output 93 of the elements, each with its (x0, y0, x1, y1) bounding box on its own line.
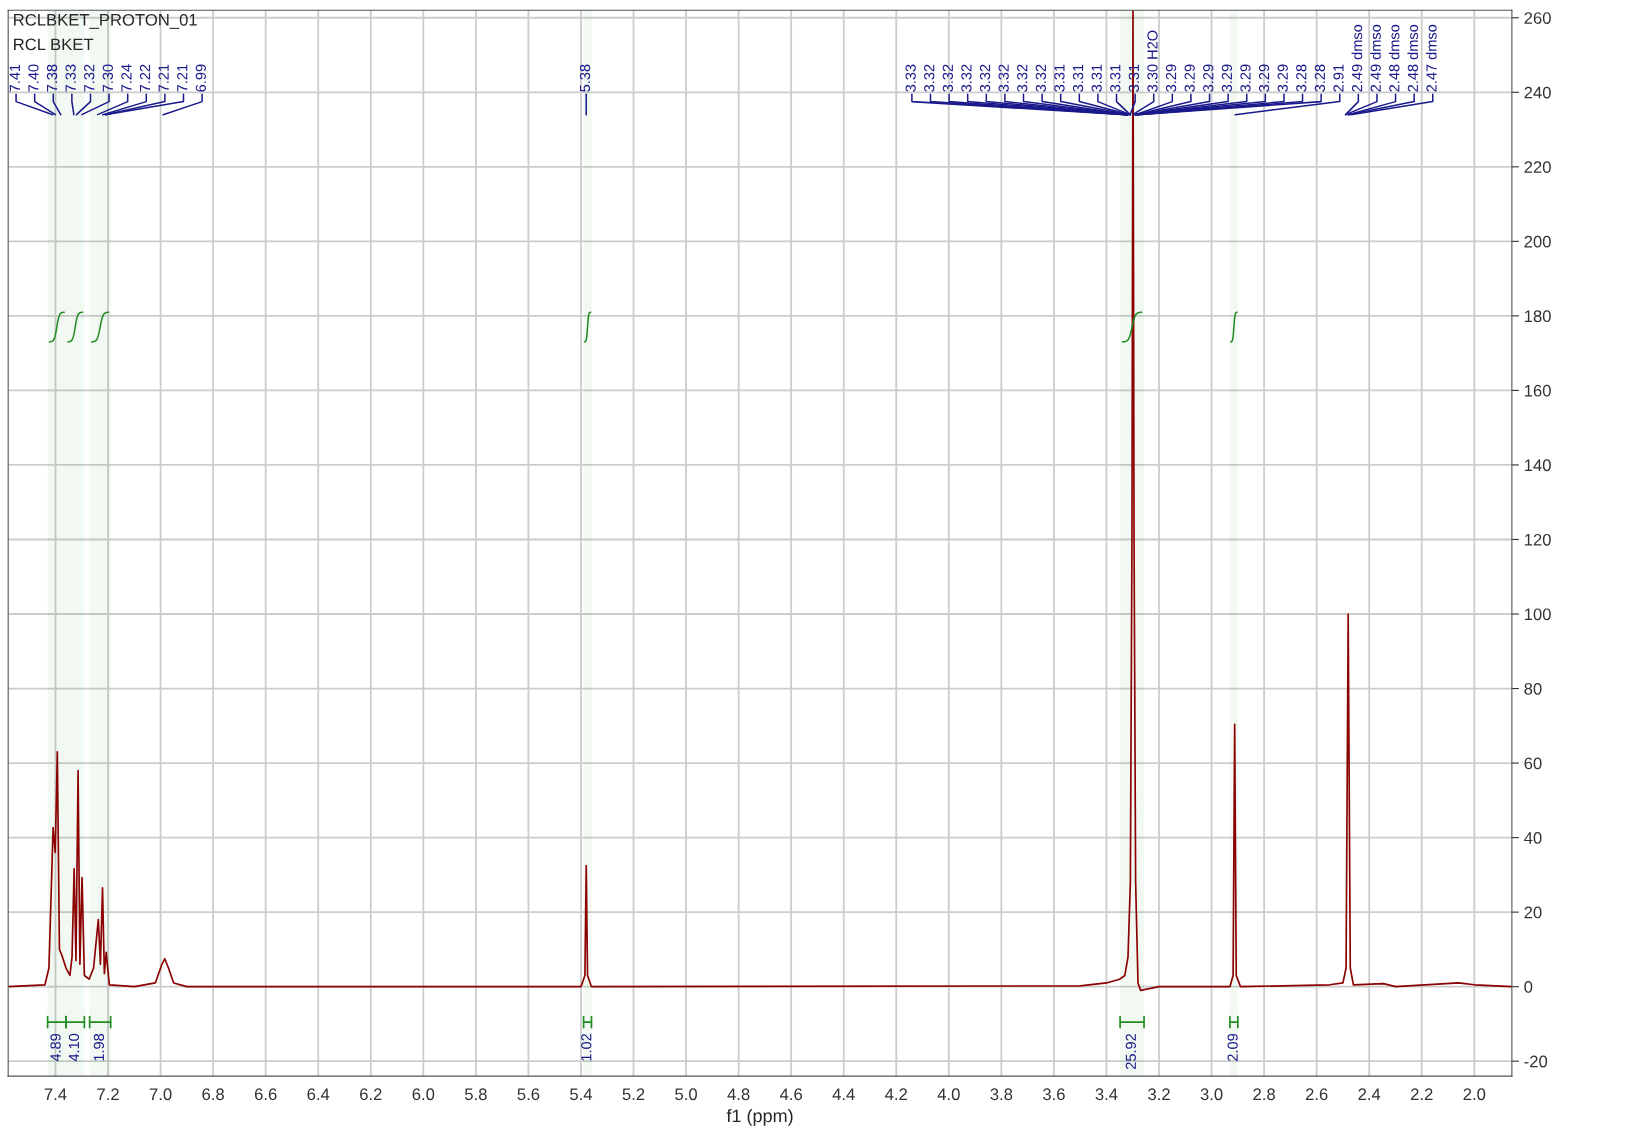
y-tick-label: 60 (1524, 757, 1542, 770)
x-tick-label: 3.8 (990, 1088, 1013, 1101)
x-tick-label: 2.2 (1411, 1088, 1433, 1100)
annotation: 3.29 (1240, 64, 1251, 92)
chart-title: RCLBKET_PROTON_01 (14, 13, 197, 29)
annotation: 3.32 (979, 64, 991, 92)
x-tick-label: 5.4 (570, 1088, 593, 1101)
annotation: 3.33 (905, 64, 916, 92)
annotation: 3.28 (1296, 64, 1307, 92)
x-tick-label: 7.4 (44, 1088, 67, 1100)
x-tick-label: 4.6 (779, 1088, 803, 1101)
annotation: 3.29 (1277, 64, 1288, 92)
annotation: 3.29 (1221, 64, 1233, 92)
x-tick-label: 5.6 (517, 1088, 540, 1101)
y-tick-label: 120 (1524, 533, 1551, 546)
annotation: 7.21 (158, 64, 169, 92)
annotation: 7.30 (102, 64, 113, 92)
x-tick-label: 5.8 (464, 1088, 487, 1101)
annotation: 3.32 (998, 64, 1009, 92)
y-tick-label: 140 (1524, 459, 1551, 472)
annotation: 7.22 (139, 64, 151, 92)
annotation: 7.38 (46, 64, 58, 92)
annotation: 7.40 (28, 64, 39, 92)
annotation: 2.48 dmso (1407, 24, 1419, 92)
band-label: 25.92 (1125, 1033, 1136, 1069)
band-label: 1.02 (581, 1033, 592, 1061)
annotation: 3.32 (1035, 64, 1047, 92)
x-tick-label: 2.4 (1358, 1088, 1381, 1100)
y-tick-label: 20 (1524, 906, 1542, 919)
y-tick-label: 260 (1524, 12, 1551, 24)
x-tick-label: 4.0 (937, 1088, 960, 1101)
x-tick-label: 4.8 (727, 1088, 750, 1101)
x-tick-label: 2.6 (1305, 1088, 1328, 1101)
text: RCL BKET (14, 38, 94, 51)
x-tick-label: 4.2 (885, 1088, 908, 1100)
y-tick-label: 40 (1524, 832, 1542, 844)
y-tick-label: -20 (1524, 1055, 1548, 1068)
x-tick-label: 7.2 (97, 1088, 119, 1100)
annotation: 2.49 dmso (1370, 24, 1381, 92)
annotation: 7.24 (121, 64, 132, 92)
x-tick-label: 2.8 (1253, 1088, 1275, 1101)
annotation: 3.29 (1258, 64, 1270, 92)
y-tick-label: 240 (1524, 86, 1551, 99)
band-label: 2.09 (1227, 1033, 1238, 1061)
annotation: 3.32 (924, 64, 935, 92)
annotation: 3.29 (1184, 64, 1195, 92)
y-tick-label: 80 (1524, 682, 1542, 695)
annotation: 3.31 (1072, 64, 1084, 92)
annotation: 6.99 (195, 64, 207, 92)
x-tick-label: 3.2 (1148, 1088, 1170, 1101)
y-tick-label: 200 (1524, 235, 1551, 248)
annotation: 3.29 (1165, 64, 1177, 92)
annotation: 3.31 (1054, 64, 1065, 92)
annotation: 3.31 (1110, 64, 1121, 92)
annotation: 3.32 (942, 64, 954, 92)
x-axis-title: f1 (ppm) (726, 1108, 793, 1126)
annotation: 3.32 (1017, 64, 1028, 92)
band-label: 1.98 (93, 1033, 105, 1061)
y-tick-label: 160 (1524, 384, 1551, 397)
x-tick-label: 3.4 (1095, 1088, 1118, 1101)
x-tick-label: 6.0 (412, 1088, 435, 1101)
x-tick-label: 6.6 (254, 1088, 277, 1101)
annotation: 3.30 H2O (1147, 30, 1158, 92)
band-label: 4.89 (50, 1033, 61, 1062)
annotation: 5.38 (579, 64, 591, 92)
x-tick-label: 7.0 (149, 1088, 172, 1101)
annotation: 7.33 (65, 64, 76, 92)
annotation: 7.41 (9, 64, 20, 92)
x-tick-label: 5.2 (622, 1088, 645, 1101)
x-tick-label: 6.8 (202, 1088, 224, 1101)
annotation: 2.49 dmso (1351, 24, 1363, 92)
annotation: 3.32 (961, 64, 972, 92)
annotation: 7.21 (177, 64, 188, 92)
annotation: 2.48 dmso (1388, 24, 1400, 92)
x-tick-label: 2.0 (1463, 1088, 1486, 1101)
annotation: 3.31 (1128, 64, 1140, 92)
x-tick-label: 3.6 (1042, 1088, 1065, 1101)
x-tick-label: 6.4 (307, 1088, 330, 1101)
annotation: 3.29 (1203, 64, 1214, 92)
y-tick-label: 100 (1524, 608, 1551, 621)
annotation: 3.31 (1091, 64, 1102, 92)
x-tick-label: 5.0 (675, 1088, 697, 1101)
x-tick-label: 6.2 (360, 1088, 382, 1101)
y-tick-label: 0 (1524, 981, 1533, 993)
annotation: 3.28 (1314, 64, 1326, 92)
annotation: 7.32 (84, 64, 95, 92)
y-tick-label: 220 (1524, 161, 1551, 174)
band-label: 4.10 (68, 1033, 80, 1062)
x-tick-label: 3.0 (1200, 1088, 1223, 1101)
x-tick-label: 4.4 (832, 1088, 855, 1100)
annotation: 2.91 (1333, 64, 1344, 92)
y-tick-label: 180 (1524, 310, 1551, 323)
annotation: 2.47 dmso (1425, 24, 1437, 92)
